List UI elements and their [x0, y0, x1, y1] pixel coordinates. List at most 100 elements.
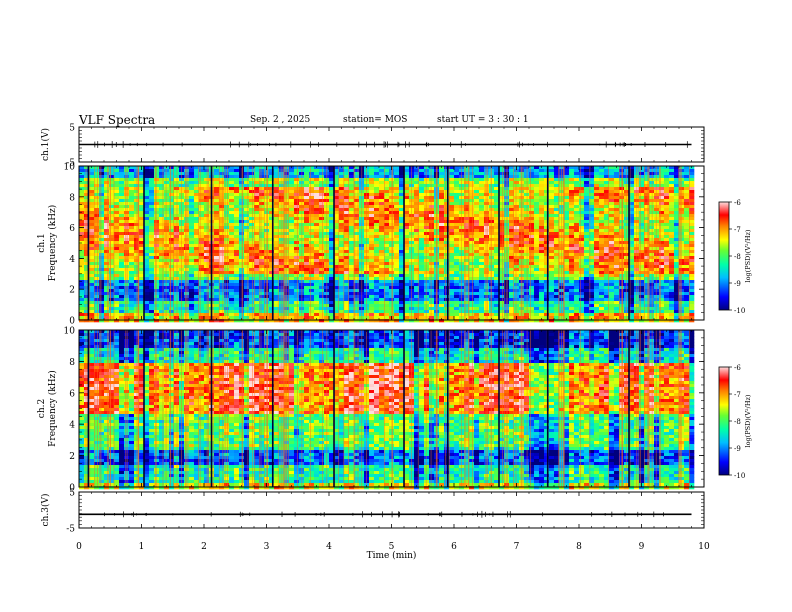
sp1-cell: [414, 193, 420, 197]
sp1-cell: [89, 313, 95, 317]
sp1-cell: [124, 247, 130, 251]
sp1-cell: [434, 319, 440, 323]
sp1-cell: [194, 313, 200, 317]
sp1-cell: [79, 241, 85, 245]
sp1-cell: [259, 217, 265, 221]
sp1-cell: [194, 244, 200, 248]
sp1-cell: [334, 265, 340, 269]
sp1-cell: [119, 253, 125, 257]
sp1-cell: [384, 196, 390, 200]
sp1-cell: [84, 214, 90, 218]
sp1-cell: [344, 217, 350, 221]
sp1-cell: [129, 307, 135, 311]
sp1-cell: [484, 319, 490, 323]
sp1-cell: [399, 262, 405, 266]
sp1-cell: [279, 187, 285, 191]
sp1-cell: [394, 286, 400, 290]
sp1-cell: [349, 229, 355, 233]
sp1-cell: [234, 223, 240, 227]
sp1-cell: [479, 319, 485, 323]
sp1-cell: [474, 256, 480, 260]
sp1-cell: [314, 256, 320, 260]
sp1-cell: [464, 169, 470, 173]
sp1-cell: [84, 313, 90, 317]
sp1-cell: [499, 202, 505, 206]
sp1-cell: [84, 262, 90, 266]
sp1-cell: [259, 226, 265, 230]
sp1-cell: [529, 295, 535, 299]
sp1-cell: [429, 172, 435, 176]
sp1-cell: [224, 187, 230, 191]
sp1-cell: [314, 289, 320, 293]
sp1-cell: [139, 310, 145, 314]
sp1-cell: [279, 190, 285, 194]
sp1-cell: [79, 193, 85, 197]
sp1-cell: [294, 268, 300, 272]
sp1-cell: [414, 253, 420, 257]
sp1-cell: [509, 292, 515, 296]
sp1-cell: [384, 286, 390, 290]
sp1-cell: [529, 172, 535, 176]
sp1-cell: [199, 268, 205, 272]
sp1-cell: [354, 265, 360, 269]
sp1-cell: [524, 298, 530, 302]
sp1-cell: [189, 223, 195, 227]
sp1-cell: [494, 304, 500, 308]
sp1-cell: [399, 286, 405, 290]
sp1-cell: [379, 208, 385, 212]
sp1-cell: [109, 307, 115, 311]
sp1-cell: [139, 202, 145, 206]
sp1-cell: [374, 238, 380, 242]
sp1-cell: [94, 187, 100, 191]
sp1-cell: [479, 307, 485, 311]
sp1-cell: [294, 235, 300, 239]
sp1-cell: [374, 166, 380, 170]
sp1-cell: [224, 307, 230, 311]
sp1-cell: [239, 286, 245, 290]
sp1-cell: [319, 253, 325, 257]
sp1-cell: [374, 262, 380, 266]
sp1-cell: [189, 190, 195, 194]
sp1-cell: [279, 172, 285, 176]
sp1-cell: [499, 226, 505, 230]
sp1-cell: [114, 244, 120, 248]
sp1-cell: [159, 310, 165, 314]
sp1-cell: [309, 241, 315, 245]
sp1-cell: [529, 259, 535, 263]
sp1-cell: [169, 205, 175, 209]
sp1-cell: [484, 283, 490, 287]
sp1-cell: [274, 205, 280, 209]
sp1-cell: [289, 199, 295, 203]
sp1-cell: [204, 232, 210, 236]
sp1-cell: [529, 223, 535, 227]
sp1-cell: [314, 196, 320, 200]
sp1-cell: [119, 208, 125, 212]
sp1-cell: [414, 202, 420, 206]
sp1-cell: [199, 298, 205, 302]
sp1-cell: [309, 184, 315, 188]
sp1-cell: [309, 211, 315, 215]
sp1-cell: [369, 268, 375, 272]
sp1-cell: [344, 169, 350, 173]
sp1-cell: [249, 178, 255, 182]
sp1-cell: [304, 169, 310, 173]
sp1-cell: [249, 304, 255, 308]
sp1-cell: [229, 199, 235, 203]
sp1-cell: [269, 262, 275, 266]
sp1-cell: [529, 262, 535, 266]
sp1-cell: [329, 181, 335, 185]
sp1-cell: [119, 202, 125, 206]
sp1-cell: [214, 202, 220, 206]
sp1-cell: [404, 178, 410, 182]
sp1-cell: [289, 307, 295, 311]
sp1-cell: [384, 226, 390, 230]
sp1-cell: [419, 232, 425, 236]
sp1-cell: [464, 223, 470, 227]
sp1-cell: [294, 190, 300, 194]
sp1-cell: [189, 292, 195, 296]
sp1-cell: [454, 202, 460, 206]
sp1-cell: [109, 235, 115, 239]
sp1-cell: [499, 310, 505, 314]
sp1-cell: [394, 307, 400, 311]
sp1-cell: [164, 220, 170, 224]
